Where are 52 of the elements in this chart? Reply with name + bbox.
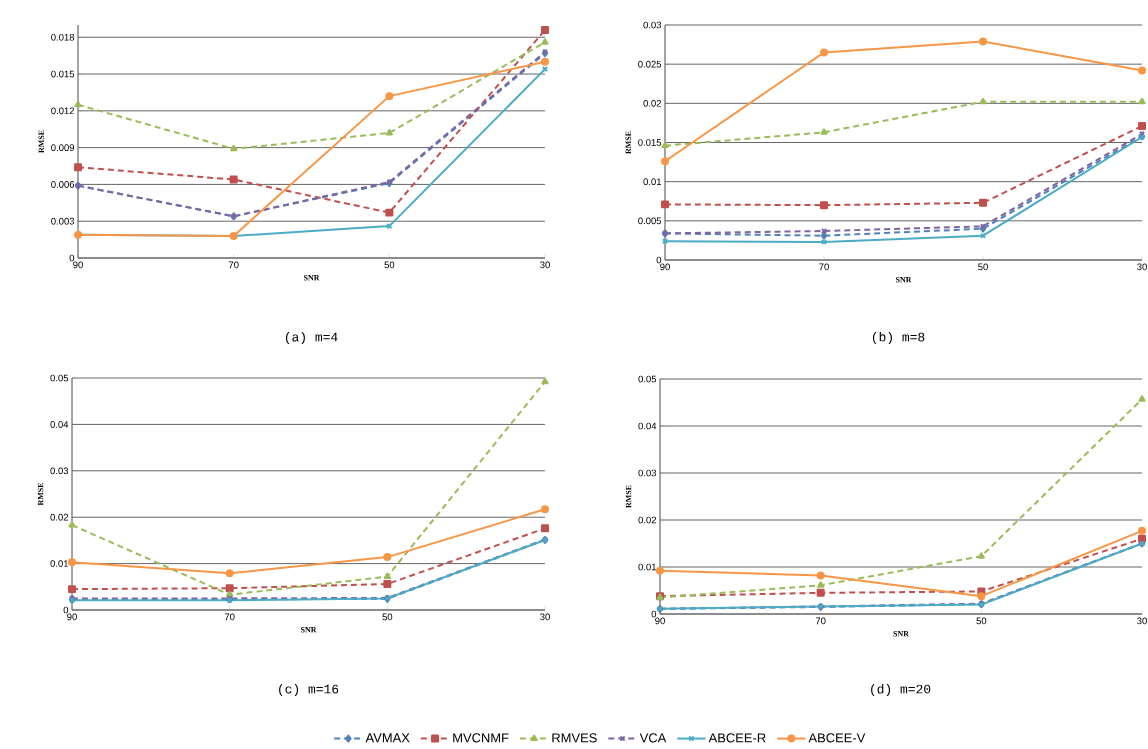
y-tick-label: 0 (63, 606, 69, 614)
text: (b) m=8 (872, 331, 925, 345)
y-tick-label: 0.04 (638, 422, 657, 430)
y-tick-label: 0.009 (51, 144, 75, 151)
y-tick-label: 0.03 (643, 21, 662, 29)
y-tick-label: 0.02 (638, 516, 657, 524)
y-tick-label: 0.006 (51, 181, 75, 188)
legend-label: RMVES (552, 733, 597, 743)
x-tick-label: 50 (384, 261, 395, 269)
y-tick-label: 0 (656, 256, 662, 264)
x-tick-label: 90 (655, 617, 665, 625)
y-tick-label: 0.012 (51, 107, 75, 115)
y-tick-label: 0.01 (643, 178, 662, 186)
y-tick-label: 0.01 (50, 560, 69, 567)
text: (c) m=16 (279, 683, 339, 697)
x-tick-label: 90 (73, 261, 83, 269)
legend-label: MVCNMF (453, 733, 509, 743)
x-tick-label: 70 (819, 263, 829, 271)
y-tick-label: 0.015 (51, 70, 75, 78)
x-tick-label: 90 (660, 263, 670, 271)
y-tick-label: 0.05 (50, 374, 69, 382)
x-tick-label: 30 (540, 613, 550, 621)
y-tick-label: 0.015 (638, 139, 662, 146)
x-tick-label: 30 (1137, 617, 1147, 625)
y-tick-label: 0.01 (638, 563, 657, 571)
x-tick-label: 50 (978, 263, 988, 271)
y-tick-label: 0.03 (50, 467, 69, 475)
y-tick-label: 0.005 (638, 217, 662, 225)
y-tick-label: 0.003 (51, 217, 75, 225)
y-tick-label: 0.025 (638, 60, 662, 68)
x-tick-label: 30 (540, 261, 550, 269)
y-tick-label: 0.018 (51, 33, 75, 41)
legend-label: VCA (639, 733, 667, 743)
y-tick-label: 0.04 (50, 421, 69, 428)
y-tick-label: 0 (651, 610, 657, 618)
text: (d) m=20 (871, 683, 931, 697)
x-tick-label: 50 (976, 617, 987, 625)
x-tick-label: 90 (67, 613, 77, 621)
y-tick-label: 0 (69, 254, 75, 262)
y-tick-label: 0.03 (638, 469, 657, 477)
x-tick-label: 70 (815, 617, 826, 625)
y-tick-label: 0.05 (638, 375, 657, 383)
x-tick-label: 50 (382, 613, 393, 621)
x-tick-label: 70 (224, 613, 235, 621)
legend-label: AVMAX (365, 733, 410, 743)
y-tick-label: 0.02 (643, 99, 662, 107)
text: (a) m=4 (285, 331, 338, 345)
x-tick-label: 30 (1137, 263, 1147, 271)
x-tick-label: 70 (228, 261, 239, 269)
legend-label: ABCEE-R (708, 733, 766, 743)
y-tick-label: 0.02 (50, 513, 69, 521)
legend-label: ABCEE-V (808, 733, 866, 743)
